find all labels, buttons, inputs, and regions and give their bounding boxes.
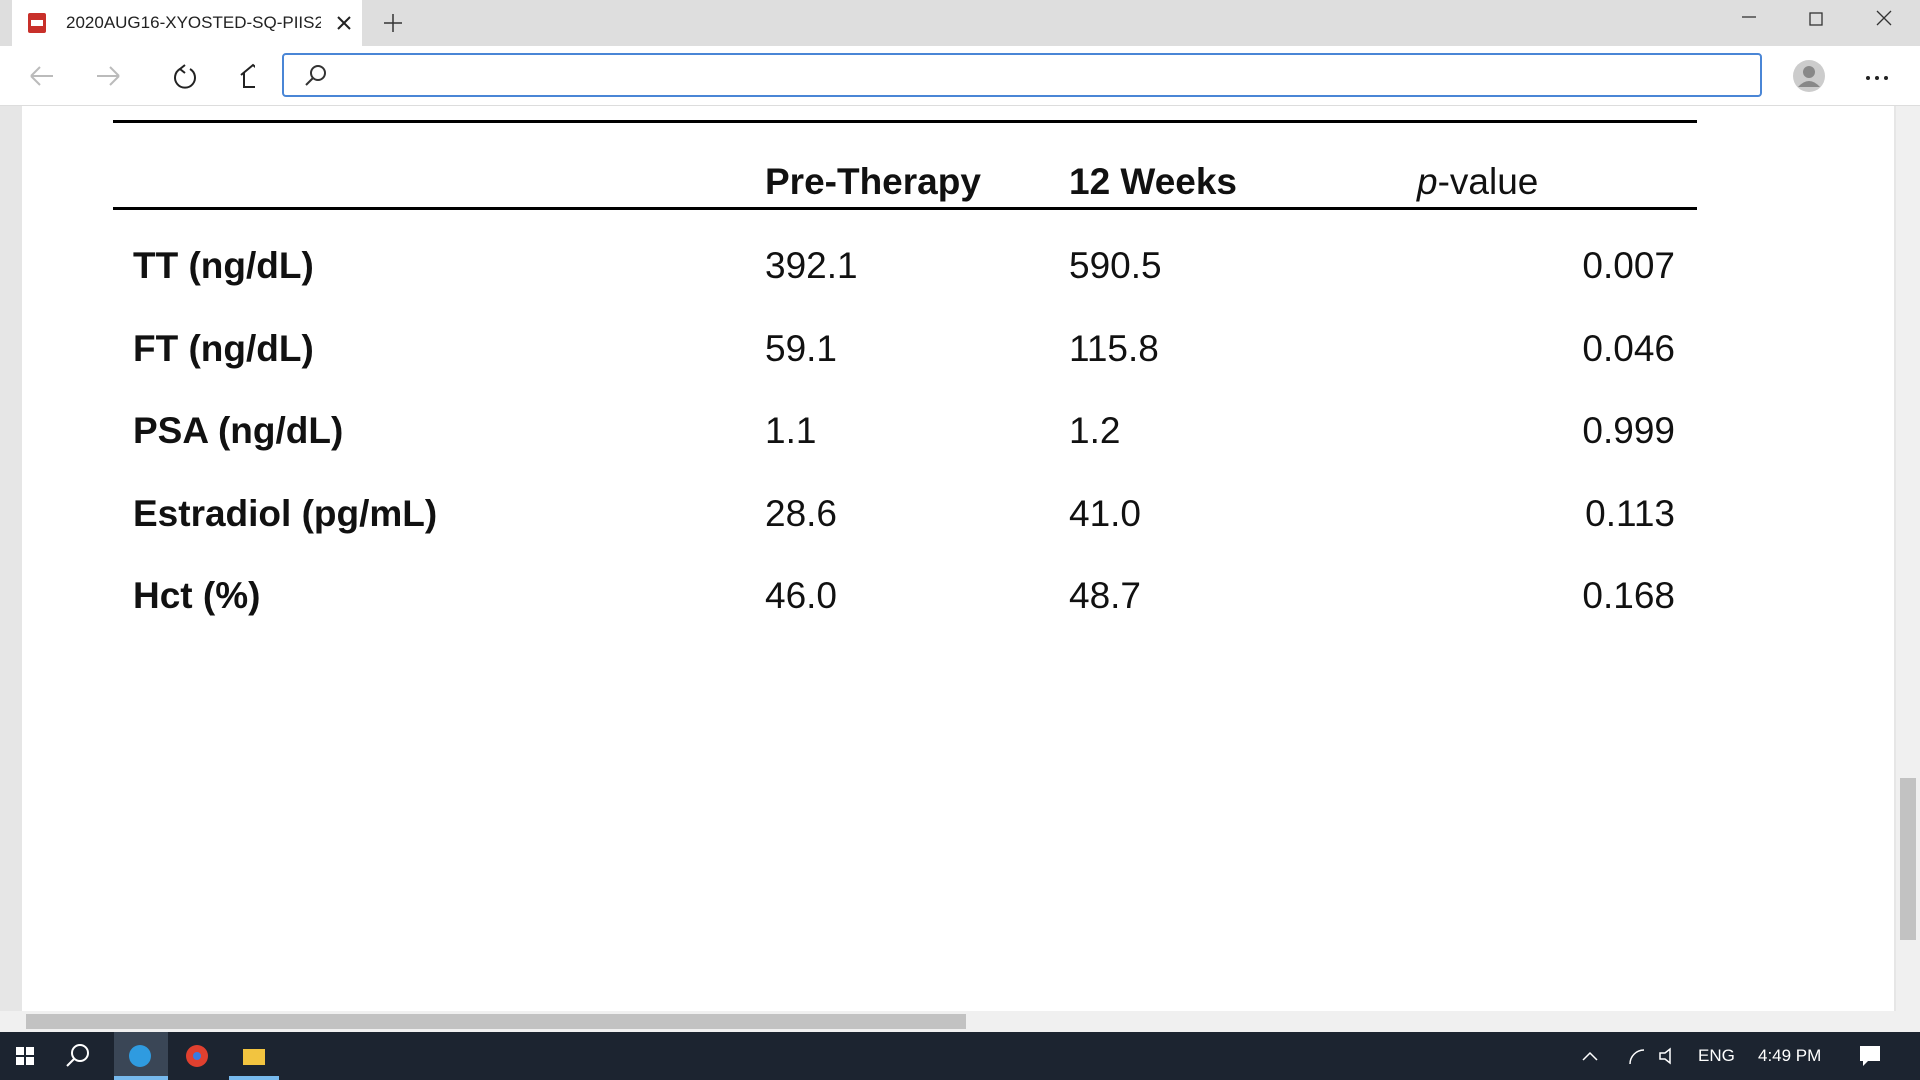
row-label: Hct (%) xyxy=(133,575,261,616)
table-rule xyxy=(113,207,1697,210)
scroll-thumb[interactable] xyxy=(1900,778,1916,940)
notifications[interactable] xyxy=(1858,1044,1882,1068)
tab-bar: 2020AUG16-XYOSTED-SQ-PIIS2 xyxy=(0,0,1920,46)
language[interactable]: ENG xyxy=(1698,1046,1735,1065)
header-text: -value xyxy=(1437,161,1539,202)
scroll-thumb[interactable] xyxy=(26,1014,966,1029)
italic-p: p xyxy=(1417,161,1438,202)
row-label: FT (ng/dL) xyxy=(133,327,314,369)
cell: 1.2 xyxy=(1069,410,1121,451)
cell: 48.7 xyxy=(1069,575,1142,616)
cell: 28.6 xyxy=(765,492,838,534)
clock[interactable]: 4:49 PM xyxy=(1758,1046,1822,1065)
p-value-cell: 0.113 xyxy=(1585,492,1675,534)
p-value-cell: 0.046 xyxy=(1582,327,1675,369)
column-header: 12 Weeks xyxy=(1069,161,1237,202)
p-value-cell: 0.168 xyxy=(1582,575,1675,616)
taskbar-icons[interactable] xyxy=(0,1032,290,1080)
column-header: Pre-Therapy xyxy=(765,161,981,202)
tab[interactable]: 2020AUG16-XYOSTED-SQ-PIIS2 xyxy=(12,0,362,46)
tab-title: 2020AUG16-XYOSTED-SQ-PIIS2 xyxy=(66,13,321,32)
column-header: p-value xyxy=(1417,161,1538,203)
pdf-page: Pre-Therapy 12 Weeks p-value TT (ng/dL) 3… xyxy=(22,106,1894,1011)
p-value-cell: 0.999 xyxy=(1582,410,1675,451)
menu[interactable] xyxy=(1864,74,1894,82)
cell: 115.8 xyxy=(1069,327,1159,369)
p-value-cell: 0.007 xyxy=(1582,245,1675,286)
profile[interactable] xyxy=(1792,59,1826,93)
pdf-icon xyxy=(28,13,46,33)
taskbar: ENG 4:49 PM xyxy=(0,1032,1920,1080)
cell: 392.1 xyxy=(765,245,858,286)
cell: 590.5 xyxy=(1069,245,1162,286)
tray-icons[interactable] xyxy=(1580,1044,1680,1068)
address-bar[interactable] xyxy=(282,53,1762,97)
horizontal-scrollbar[interactable] xyxy=(0,1011,1920,1032)
window-controls[interactable] xyxy=(1738,8,1908,34)
cell: 1.1 xyxy=(765,410,817,451)
viewer: Pre-Therapy 12 Weeks p-value TT (ng/dL) 3… xyxy=(0,106,1920,1011)
row-label: TT (ng/dL) xyxy=(133,245,314,286)
row-label: Estradiol (pg/mL) xyxy=(133,492,438,534)
vertical-scrollbar[interactable] xyxy=(1896,106,1920,1011)
cell: 46.0 xyxy=(765,575,838,616)
new-tab[interactable] xyxy=(382,12,404,34)
row-label: PSA (ng/dL) xyxy=(133,410,344,451)
cell: 41.0 xyxy=(1069,492,1142,534)
cell: 59.1 xyxy=(765,327,838,369)
table-rule xyxy=(113,120,1697,123)
nav-buttons[interactable] xyxy=(25,61,255,91)
search-icon xyxy=(305,65,326,86)
close-tab[interactable] xyxy=(335,14,353,32)
